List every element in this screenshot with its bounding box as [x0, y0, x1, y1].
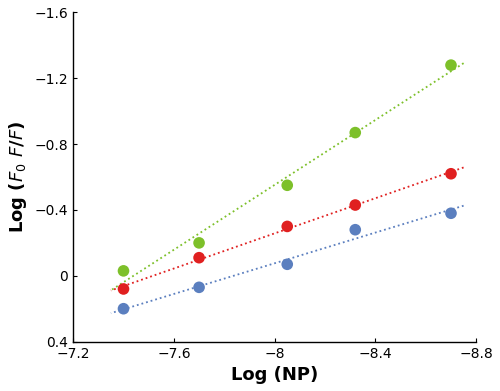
Point [447, 170, 455, 177]
Point [120, 268, 128, 274]
Y-axis label: Log ($\mathit{F_0}$ $\mathit{F}$/$\mathit{F}$): Log ($\mathit{F_0}$ $\mathit{F}$/$\mathi… [7, 121, 29, 233]
Point [195, 240, 203, 246]
Point [352, 202, 360, 208]
Point [283, 261, 291, 267]
Point [283, 223, 291, 230]
Point [447, 62, 455, 68]
Point [283, 182, 291, 188]
Point [195, 255, 203, 261]
Point [447, 210, 455, 216]
Point [195, 284, 203, 291]
Point [352, 129, 360, 136]
Point [352, 227, 360, 233]
Point [120, 286, 128, 292]
X-axis label: Log (NP): Log (NP) [231, 366, 318, 384]
Point [120, 306, 128, 312]
